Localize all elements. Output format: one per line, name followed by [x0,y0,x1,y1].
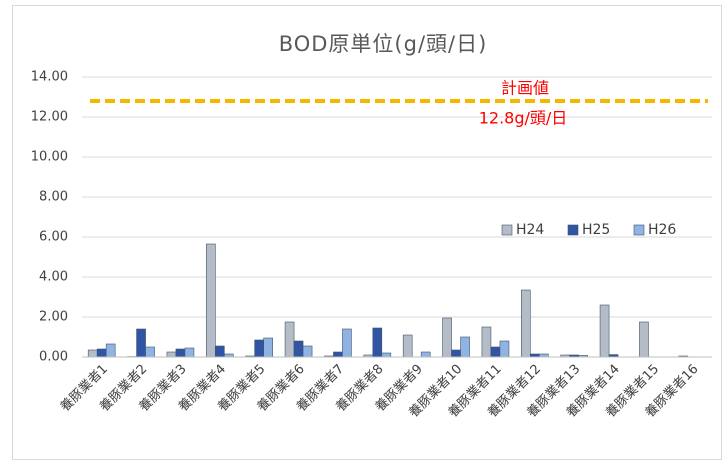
legend-label: H25 [582,222,610,238]
y-tick-label: 6.00 [39,230,68,245]
y-tick-label: 4.00 [39,270,68,285]
bar [302,345,313,358]
y-tick-label: 8.00 [39,190,68,205]
y-tick-label: 10.00 [31,150,68,165]
bar [105,343,116,358]
bar [521,289,531,358]
legend-swatch [567,224,579,236]
bar [599,304,610,358]
bar [263,337,273,358]
y-tick-label: 14.00 [31,70,68,85]
bar [420,351,431,358]
legend-label: H24 [516,222,544,238]
bar [166,351,177,358]
bar [145,346,155,358]
bar [96,348,107,358]
bar [184,347,195,358]
reference-sublabel: 12.8g/頭/日 [479,109,568,128]
legend-swatch [633,224,645,236]
bar [136,328,146,358]
y-tick-label: 0.00 [39,350,68,365]
reference-label: 計画値 [501,79,549,98]
bar [372,327,383,358]
bar [175,348,186,358]
bar [402,334,413,358]
bar [206,243,216,358]
bar [293,340,304,358]
y-tick-label: 12.00 [31,110,68,125]
bar [284,321,295,358]
bar [87,349,98,358]
bar [381,352,392,358]
bar [442,317,452,358]
bar [499,340,510,358]
bar [639,321,649,358]
bar [490,346,501,358]
bar [215,345,225,358]
legend-label: H26 [648,222,676,238]
chart-title: BOD原単位(g/頭/日) [279,32,488,56]
bar [451,349,461,358]
legend-swatch [501,224,513,236]
y-tick-label: 2.00 [39,310,68,325]
chart-border [12,5,722,460]
bar [254,339,264,358]
bar [460,336,470,358]
bar [481,326,492,358]
bar [333,351,343,358]
bar [342,328,352,358]
